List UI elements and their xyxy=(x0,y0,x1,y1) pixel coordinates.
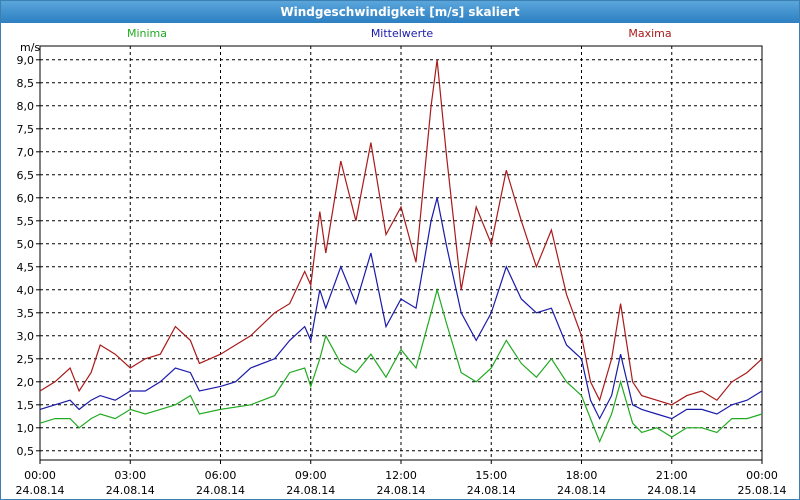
y-tick-label: 8,0 xyxy=(17,100,35,113)
series-line-maxima xyxy=(39,59,763,406)
legend-maxima: Maxima xyxy=(628,27,671,40)
series-line-minima xyxy=(39,287,763,444)
legend-minima: Minima xyxy=(127,27,167,40)
x-tick-time: 18:00 xyxy=(566,469,598,482)
y-tick-label: 5,5 xyxy=(17,215,35,228)
y-tick-label: 3,5 xyxy=(17,307,35,320)
y-axis-label: m/s xyxy=(20,41,40,54)
x-tick-date: 24.08.14 xyxy=(557,484,606,497)
x-tick-time: 12:00 xyxy=(385,469,417,482)
x-tick-time: 09:00 xyxy=(295,469,327,482)
legend: Minima Mittelwerte Maxima xyxy=(127,27,672,40)
y-tick-label: 1,5 xyxy=(17,399,35,412)
x-tick-time: 21:00 xyxy=(656,469,688,482)
x-tick-date: 24.08.14 xyxy=(647,484,696,497)
x-tick-date: 24.08.14 xyxy=(106,484,155,497)
y-tick-label: 5,0 xyxy=(17,238,35,251)
x-tick-date: 24.08.14 xyxy=(196,484,245,497)
y-tick-label: 1,0 xyxy=(17,422,35,435)
y-tick-label: 2,0 xyxy=(17,376,35,389)
y-tick-label: 4,0 xyxy=(17,284,35,297)
y-axis-ticks: 0,5 1,0 1,5 2,0 2,5 3,0 3,5 4,0 4,5 5,0 5,5 6,0 6,5 7… xyxy=(17,54,40,458)
legend-mittelwerte: Mittelwerte xyxy=(371,27,434,40)
y-tick-label: 8,5 xyxy=(17,77,35,90)
y-tick-label: 7,0 xyxy=(17,146,35,159)
y-tick-label: 3,0 xyxy=(17,330,35,343)
y-tick-label: 0,5 xyxy=(17,445,35,458)
window-title: Windgeschwindigkeit [m/s] skaliert xyxy=(1,1,799,23)
x-tick-date: 24.08.14 xyxy=(16,484,65,497)
x-tick-date: 24.08.14 xyxy=(286,484,335,497)
y-tick-label: 4,5 xyxy=(17,261,35,274)
x-tick-date: 25.08.14 xyxy=(738,484,787,497)
y-tick-label: 9,0 xyxy=(17,54,35,67)
y-tick-label: 2,5 xyxy=(17,353,35,366)
y-tick-label: 6,5 xyxy=(17,169,35,182)
x-tick-date: 24.08.14 xyxy=(467,484,516,497)
x-tick-time: 15:00 xyxy=(475,469,507,482)
x-tick-time: 00:00 xyxy=(746,469,778,482)
series-lines xyxy=(39,59,763,444)
y-tick-label: 6,0 xyxy=(17,192,35,205)
x-tick-time: 00:00 xyxy=(24,469,56,482)
x-tick-time: 06:00 xyxy=(205,469,237,482)
x-axis-ticks: 00:00 24.08.14 03:00 24.08.14 06:00 24.08.14 0… xyxy=(16,460,787,497)
grid xyxy=(40,46,762,460)
x-tick-time: 03:00 xyxy=(114,469,146,482)
x-tick-date: 24.08.14 xyxy=(377,484,426,497)
y-tick-label: 7,5 xyxy=(17,123,35,136)
series-line-mittelwerte xyxy=(39,197,763,420)
